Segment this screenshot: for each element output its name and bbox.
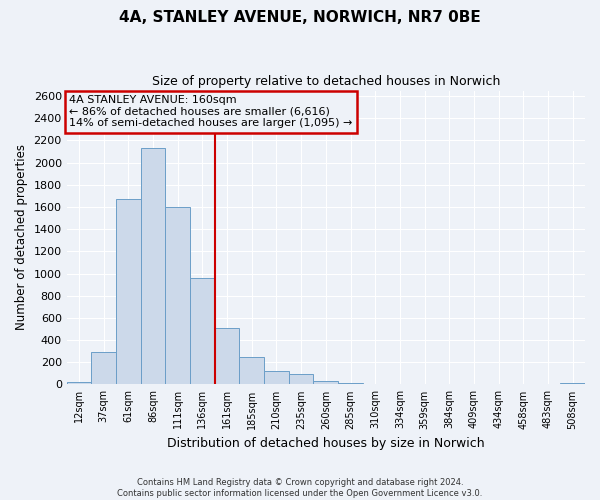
Title: Size of property relative to detached houses in Norwich: Size of property relative to detached ho…	[152, 75, 500, 88]
Y-axis label: Number of detached properties: Number of detached properties	[15, 144, 28, 330]
Bar	[215, 328, 239, 384]
Bar	[264, 371, 289, 384]
Bar	[313, 381, 338, 384]
Text: 4A STANLEY AVENUE: 160sqm
← 86% of detached houses are smaller (6,616)
14% of se: 4A STANLEY AVENUE: 160sqm ← 86% of detac…	[69, 95, 353, 128]
Bar	[67, 382, 91, 384]
Bar	[289, 374, 313, 384]
Bar	[116, 199, 141, 384]
Bar	[91, 352, 116, 384]
Bar	[560, 383, 585, 384]
Bar	[239, 356, 264, 384]
Text: 4A, STANLEY AVENUE, NORWICH, NR7 0BE: 4A, STANLEY AVENUE, NORWICH, NR7 0BE	[119, 10, 481, 25]
Text: Contains HM Land Registry data © Crown copyright and database right 2024.
Contai: Contains HM Land Registry data © Crown c…	[118, 478, 482, 498]
Bar	[166, 207, 190, 384]
Bar	[190, 278, 215, 384]
Bar	[141, 148, 166, 384]
X-axis label: Distribution of detached houses by size in Norwich: Distribution of detached houses by size …	[167, 437, 485, 450]
